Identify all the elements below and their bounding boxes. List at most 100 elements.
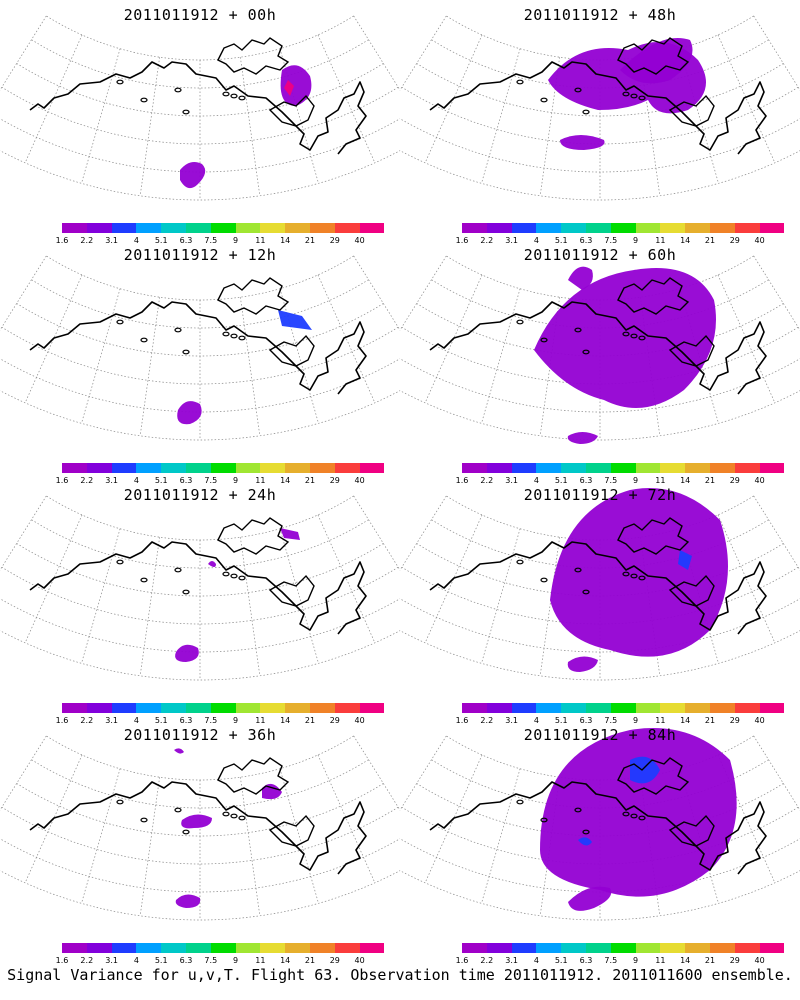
graticule-meridian-line <box>279 768 319 904</box>
color-swatch <box>486 463 512 473</box>
color-swatch <box>486 943 512 953</box>
color-scale-tick-label: 40 <box>354 716 365 725</box>
island-outline <box>630 573 638 579</box>
color-scale-tick-label: 9 <box>633 236 639 245</box>
color-swatch <box>561 223 586 233</box>
island-outline <box>140 817 148 823</box>
color-scale-tick-label: 3.1 <box>105 716 118 725</box>
island-outline <box>574 87 582 93</box>
color-scale-tick-label: 9 <box>233 716 239 725</box>
color-swatch <box>759 943 785 953</box>
coastline <box>29 781 367 875</box>
color-scale-tick-label: 1.6 <box>455 716 469 725</box>
color-scale-labels: 1.6 2.2 3.1 4 5.1 6.3 7.5 9 11 14 21 29 40 <box>56 956 365 966</box>
graticule-meridian-line <box>81 48 121 184</box>
arctic-islands-coastline <box>217 277 290 315</box>
arctic-islands-coastline <box>217 37 290 75</box>
color-swatch <box>359 943 385 953</box>
color-scale-tick-label: 6.3 <box>179 956 193 965</box>
color-swatch <box>136 223 162 233</box>
color-scale-tick-label: 4 <box>133 476 139 485</box>
color-scale-tick-label: 5.1 <box>554 956 568 965</box>
color-swatch <box>635 223 661 233</box>
color-swatch <box>334 943 360 953</box>
color-scale-tick-label: 6.3 <box>579 236 593 245</box>
color-swatch <box>260 703 286 713</box>
color-scale-tick-label: 2.2 <box>480 716 494 725</box>
island-outline <box>182 589 190 595</box>
color-scale-bar <box>62 703 385 713</box>
arctic-islands-coastline <box>217 517 290 555</box>
color-scale-labels: 1.6 2.2 3.1 4 5.1 6.3 7.5 9 11 14 21 29 40 <box>56 236 365 246</box>
color-scale-bar <box>462 463 785 473</box>
color-swatch <box>309 703 335 713</box>
island-outline <box>630 93 638 99</box>
panel-title: 2011011912 + 72h <box>523 486 677 504</box>
graticule-meridian-line <box>81 288 121 424</box>
variance-contour <box>280 65 312 106</box>
figure-caption: Signal Variance for u,v,T. Flight 63. Ob… <box>7 966 793 984</box>
panel-title: 2011011912 + 60h <box>523 246 677 264</box>
color-scale-tick-label: 1.6 <box>55 476 69 485</box>
coastline <box>429 301 767 395</box>
panel-title: 2011011912 + 48h <box>523 6 677 24</box>
color-swatch <box>309 943 335 953</box>
color-swatch <box>536 703 562 713</box>
arctic-islands-coastline <box>617 517 690 555</box>
color-swatch <box>161 943 186 953</box>
color-swatch <box>136 463 162 473</box>
color-swatch <box>235 223 261 233</box>
island-outline <box>622 91 630 97</box>
variance-contour <box>262 783 282 800</box>
color-scale-tick-label: 5.1 <box>154 716 168 725</box>
color-scale-tick-label: 2.2 <box>80 236 94 245</box>
color-swatch <box>709 703 735 713</box>
color-swatch <box>660 463 686 473</box>
color-scale-tick-label: 11 <box>655 476 666 485</box>
hudson-bay-coastline <box>268 334 315 367</box>
variance-contour <box>567 656 598 672</box>
island-outline <box>638 575 646 581</box>
color-scale-tick-label: 5.1 <box>554 716 568 725</box>
graticule-latitude-line <box>46 15 354 61</box>
color-scale-tick-label: 6.3 <box>179 476 193 485</box>
color-scale-tick-label: 2.2 <box>480 476 494 485</box>
color-scale-tick-label: 21 <box>304 236 316 245</box>
color-swatch <box>635 703 661 713</box>
color-swatch <box>210 223 236 233</box>
color-swatch <box>685 463 710 473</box>
color-swatch <box>359 223 385 233</box>
color-swatch <box>462 463 487 473</box>
color-swatch <box>685 703 710 713</box>
color-swatch <box>536 463 562 473</box>
color-scale-tick-label: 14 <box>680 236 691 245</box>
color-swatch <box>309 223 335 233</box>
color-scale-tick-label: 3.1 <box>505 236 518 245</box>
color-scale-tick-label: 1.6 <box>455 236 469 245</box>
island-outline <box>230 333 238 339</box>
color-scale-tick-label: 5.1 <box>154 236 168 245</box>
polar-map <box>400 15 800 201</box>
color-scale-tick-label: 9 <box>633 956 639 965</box>
color-scale-tick-label: 4 <box>533 956 539 965</box>
color-scale-tick-label: 7.5 <box>604 716 618 725</box>
variance-contour <box>175 644 199 662</box>
island-outline <box>582 589 590 595</box>
graticule-meridian-line <box>317 34 376 163</box>
color-scale-tick-label: 2.2 <box>480 236 494 245</box>
color-swatch <box>309 463 335 473</box>
color-swatch <box>86 223 112 233</box>
color-swatch <box>334 703 360 713</box>
hudson-bay-coastline <box>668 334 715 367</box>
color-scale-tick-label: 40 <box>754 476 765 485</box>
color-scale-tick-label: 40 <box>354 476 365 485</box>
graticule-latitude-line <box>31 39 369 89</box>
color-scale-tick-label: 40 <box>754 956 765 965</box>
color-swatch <box>136 943 162 953</box>
graticule-latitude-line <box>416 63 784 117</box>
color-swatch <box>486 703 512 713</box>
color-scale-tick-label: 21 <box>304 716 316 725</box>
coastline <box>29 301 367 395</box>
color-swatch <box>235 703 261 713</box>
polar-map <box>0 255 400 441</box>
